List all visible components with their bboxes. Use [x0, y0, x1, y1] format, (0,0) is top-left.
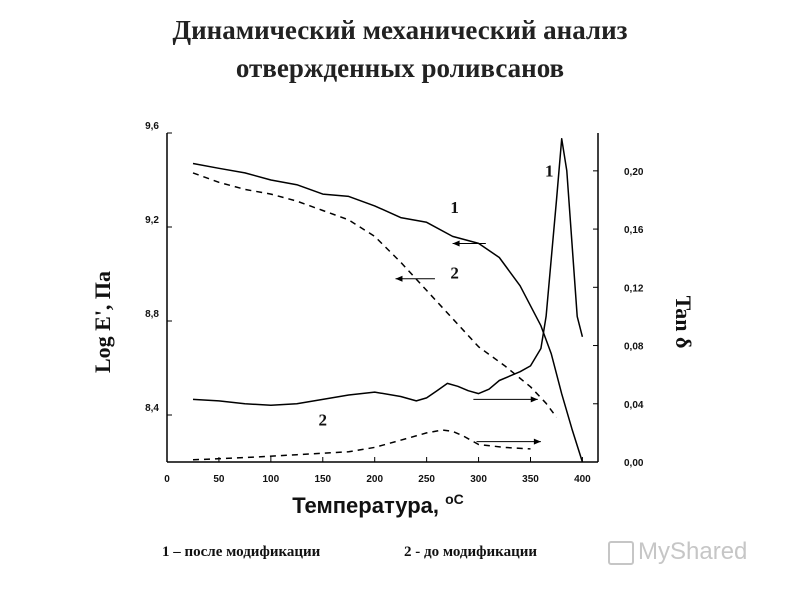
arrow-head	[452, 240, 460, 247]
arrow	[473, 396, 538, 403]
y-right-tick-label: 0,08	[624, 342, 644, 353]
series-line-3	[192, 138, 584, 406]
annotations: 1 1 2 2	[319, 162, 554, 445]
arrow	[452, 240, 486, 247]
arrow	[395, 275, 435, 282]
arrow-head	[530, 396, 538, 403]
watermark-logo: MyShared	[608, 538, 747, 566]
tick-labels: 0 50 100 150 200 250 300 350 400 8,4 8,8 9,2 9,6 0,00…	[145, 121, 644, 485]
arrow	[476, 438, 541, 445]
y-left-tick-label: 8,8	[145, 309, 159, 320]
series-line-2	[192, 172, 558, 418]
x-tick-label: 250	[418, 474, 435, 485]
arrow-head	[395, 275, 403, 282]
x-tick-label: 350	[522, 474, 539, 485]
y-axis-right-label: Tan δ	[671, 296, 696, 349]
x-tick-label: 50	[213, 474, 225, 485]
curve-label: 2	[319, 411, 328, 430]
y-left-tick-label: 9,2	[145, 215, 159, 226]
y-right-tick-label: 0,04	[624, 400, 644, 411]
chart-title-line1: Динамический механический анализ	[172, 15, 628, 45]
x-tick-label: 400	[574, 474, 591, 485]
arrow-head	[533, 438, 541, 445]
axes	[166, 132, 599, 463]
data-series	[192, 138, 584, 463]
series-line-4	[192, 429, 531, 461]
curve-label: 1	[450, 198, 459, 217]
presentation-icon	[608, 540, 634, 565]
curve-label: 1	[545, 162, 554, 181]
x-tick-label: 150	[314, 474, 331, 485]
y-axis-left-label: Log E', Па	[90, 271, 115, 373]
y-right-tick-label: 0,16	[624, 225, 644, 236]
x-tick-label: 300	[470, 474, 487, 485]
y-right-tick-label: 0,12	[624, 283, 644, 294]
x-tick-label: 0	[164, 474, 170, 485]
legend-caption-1: 1 – после модификации	[162, 544, 321, 560]
x-axis-label: Температура, oC	[292, 491, 464, 518]
series-line-1	[192, 162, 584, 463]
y-right-tick-label: 0,20	[624, 167, 644, 178]
x-tick-label: 200	[366, 474, 383, 485]
curve-label: 2	[450, 264, 459, 283]
y-right-tick-label: 0,00	[624, 458, 644, 469]
legend-caption-2: 2 - до модификации	[404, 544, 538, 560]
y-left-tick-label: 9,6	[145, 121, 159, 132]
chart-title-line2: отвержденных роливсанов	[235, 53, 565, 83]
x-tick-label: 100	[263, 474, 280, 485]
y-left-tick-label: 8,4	[145, 403, 159, 414]
